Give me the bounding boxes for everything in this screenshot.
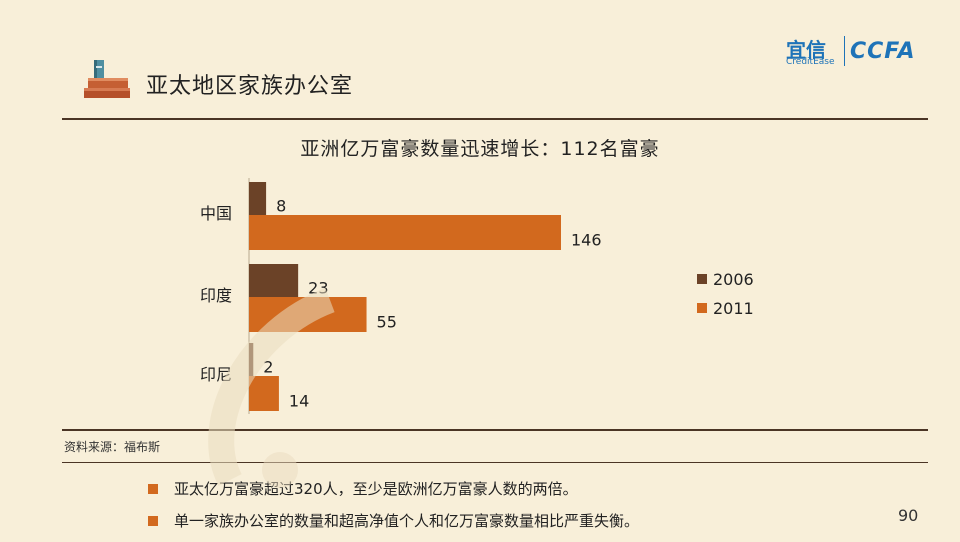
bullet-square-icon	[148, 484, 158, 494]
bullet-list: 亚太亿万富豪超过320人，至少是欧洲亿万富豪人数的两倍。 单一家族办公室的数量和…	[148, 478, 639, 542]
legend-label: 2006	[713, 270, 754, 289]
data-label: 146	[571, 231, 602, 250]
logo: 宜信 CreditEase CCFA	[786, 34, 934, 70]
source-note: 资料来源：福布斯	[64, 440, 161, 454]
data-label: 55	[377, 313, 397, 332]
data-label: 8	[276, 197, 286, 216]
bar-2011	[249, 376, 279, 411]
data-label: 14	[289, 392, 309, 411]
source-rule-bottom	[62, 462, 928, 463]
legend-swatch	[697, 274, 707, 284]
bar-2011	[249, 297, 367, 332]
bar-2006	[249, 343, 254, 376]
data-label: 23	[308, 279, 328, 298]
logo-ccfa-text: CCFA	[850, 39, 916, 64]
logo-divider	[844, 36, 845, 66]
data-label: 2	[263, 358, 273, 377]
bullet-square-icon	[148, 516, 158, 526]
bullet-item: 亚太亿万富豪超过320人，至少是欧洲亿万富豪人数的两倍。	[148, 478, 639, 510]
logo-creditease-text: CreditEase	[786, 57, 835, 67]
books-icon	[84, 60, 130, 98]
bullet-text: 单一家族办公室的数量和超高净值个人和亿万富豪数量相比严重失衡。	[174, 512, 640, 530]
chart-title: 亚洲亿万富豪数量迅速增长：112名富豪	[300, 138, 660, 160]
bullet-text: 亚太亿万富豪超过320人，至少是欧洲亿万富豪人数的两倍。	[174, 480, 578, 498]
category-label: 印尼	[200, 365, 232, 384]
bullet-item: 单一家族办公室的数量和超高净值个人和亿万富豪数量相比严重失衡。	[148, 510, 639, 542]
slide-title: 亚太地区家族办公室	[146, 74, 354, 99]
category-label: 中国	[200, 204, 232, 223]
logo-yixin-text: 宜信	[786, 38, 826, 62]
category-label: 印度	[200, 286, 232, 305]
bar-2011	[249, 215, 561, 250]
source-rule-top	[62, 429, 928, 431]
header-rule	[62, 118, 928, 120]
legend-label: 2011	[713, 299, 754, 318]
page-number: 90	[898, 506, 919, 525]
legend-swatch	[697, 303, 707, 313]
bar-2006	[249, 182, 267, 215]
bar-2006	[249, 264, 299, 297]
